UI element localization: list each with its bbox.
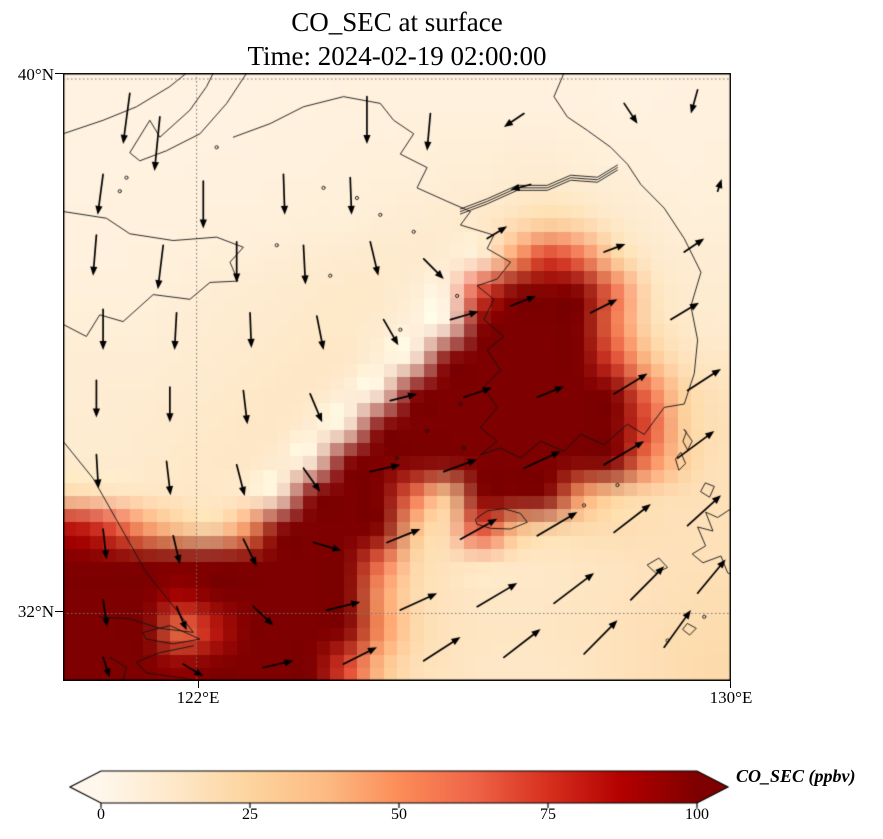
map-plot-area [63, 73, 731, 681]
colorbar [60, 760, 760, 815]
x-tick-label-130e: 130°E [709, 688, 753, 707]
colorbar-tick-50: 50 [391, 806, 407, 823]
y-tick-label-40n: 40°N [17, 65, 54, 84]
y-tick-mark-32n [55, 611, 63, 613]
colorbar-tick-100: 100 [685, 806, 709, 823]
x-tick-mark-130e [730, 681, 732, 688]
x-tick-label-122e: 122°E [176, 688, 220, 707]
colorbar-label: CO_SEC (ppbv) [736, 766, 856, 786]
colorbar-tick-25: 25 [242, 806, 258, 823]
colorbar-canvas [60, 760, 760, 815]
chart-title: CO_SEC at surface [291, 7, 503, 37]
colorbar-tick-75: 75 [540, 806, 556, 823]
map-canvas [63, 73, 731, 681]
x-tick-mark-122e [197, 681, 199, 688]
chart-subtitle-time: Time: 2024-02-19 02:00:00 [247, 41, 547, 71]
colorbar-tick-0: 0 [97, 806, 105, 823]
y-tick-label-32n: 32°N [17, 602, 54, 621]
y-tick-mark-40n [55, 73, 63, 75]
